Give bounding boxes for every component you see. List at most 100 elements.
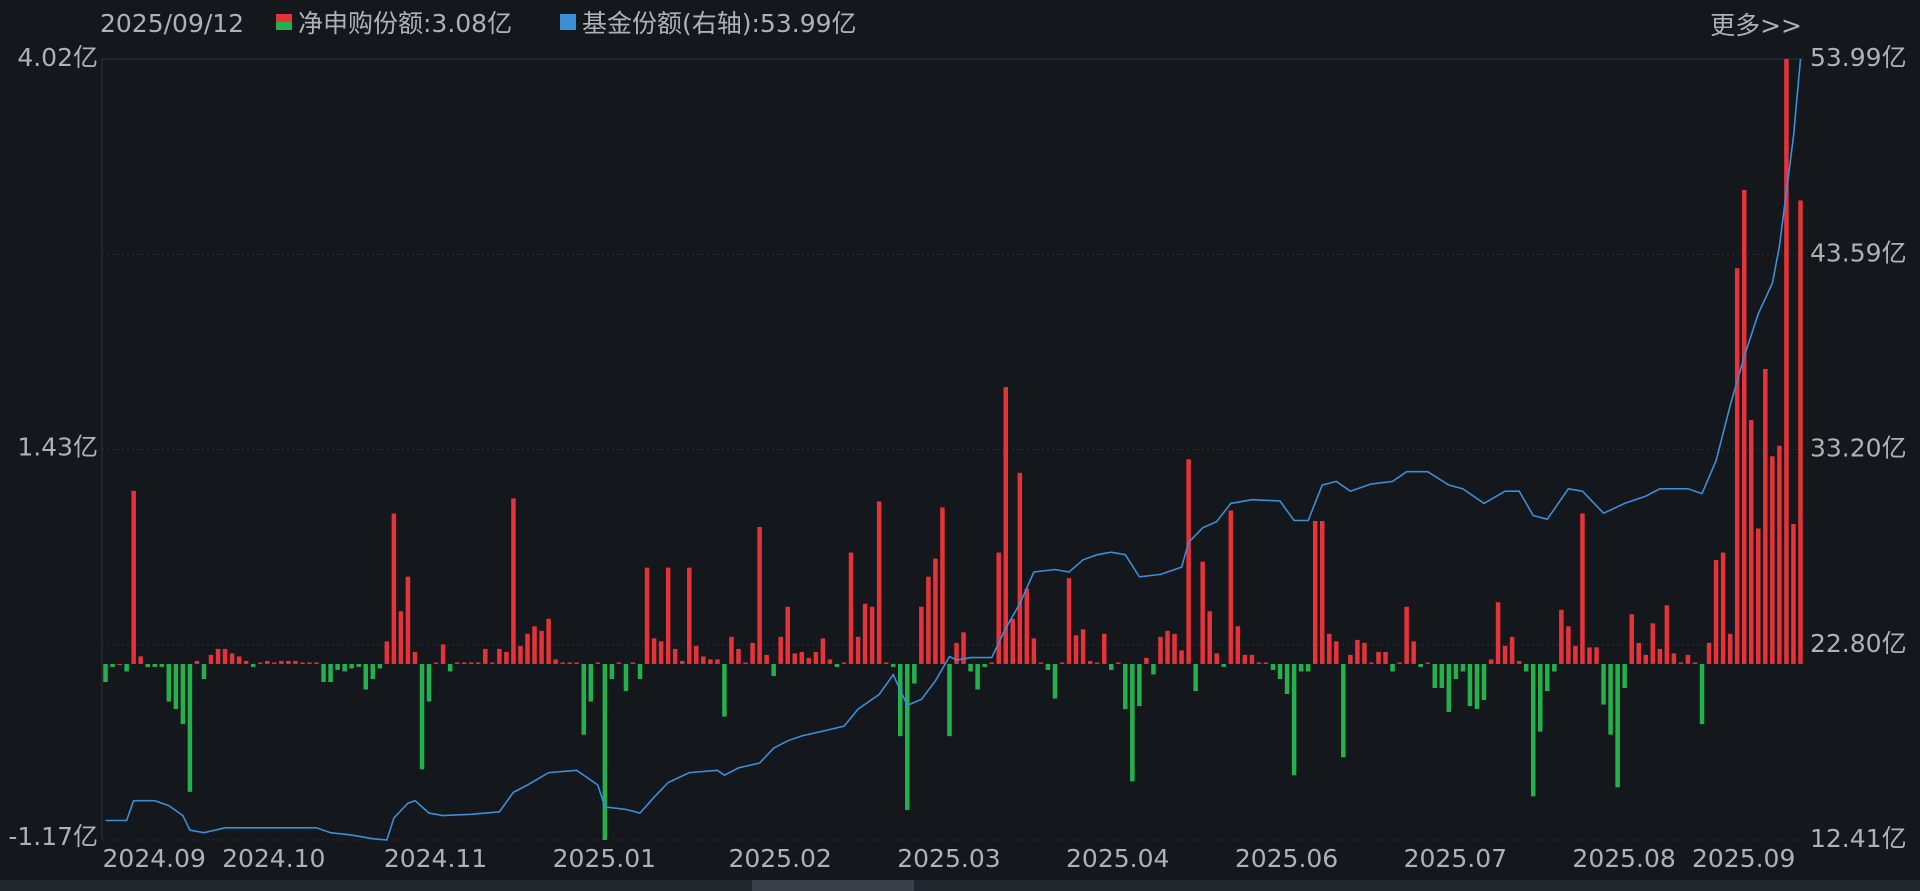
y2-tick-label: 12.41亿 xyxy=(1810,824,1907,853)
bar xyxy=(124,663,129,672)
bar xyxy=(1488,659,1494,664)
bar xyxy=(1165,630,1170,664)
bar xyxy=(1509,636,1515,664)
bar xyxy=(581,663,587,735)
bar xyxy=(616,662,622,664)
bar xyxy=(778,636,783,664)
bar xyxy=(187,663,193,792)
bar xyxy=(321,663,326,682)
bar xyxy=(1094,662,1100,664)
bar xyxy=(848,552,854,664)
x-tick-label: 2025.06 xyxy=(1235,844,1338,873)
bar xyxy=(1657,648,1663,664)
bar xyxy=(1242,654,1248,664)
bar xyxy=(1692,662,1698,664)
bar xyxy=(1404,606,1409,664)
bar xyxy=(679,660,685,664)
bar xyxy=(1664,605,1670,664)
bar xyxy=(1601,663,1606,705)
bar xyxy=(701,656,706,664)
bar xyxy=(1327,633,1332,664)
bar xyxy=(1179,650,1184,664)
bar xyxy=(1741,189,1747,664)
bar xyxy=(961,632,966,664)
bar xyxy=(159,663,165,667)
bar xyxy=(1749,420,1754,664)
bar xyxy=(595,662,601,664)
bar xyxy=(1334,641,1339,664)
bar xyxy=(1530,663,1536,797)
bar xyxy=(391,513,397,664)
bar xyxy=(1144,657,1149,664)
legend-icon-up xyxy=(276,14,292,22)
bar xyxy=(131,490,136,664)
bar xyxy=(1376,651,1381,664)
bar xyxy=(1636,642,1641,664)
bar xyxy=(1087,660,1093,664)
bar xyxy=(342,663,347,672)
bar xyxy=(257,662,263,664)
bar xyxy=(1263,662,1269,664)
bar xyxy=(236,656,242,664)
bar xyxy=(145,663,150,667)
bar xyxy=(476,662,481,664)
bar xyxy=(1580,513,1585,664)
x-tick-label: 2025.07 xyxy=(1404,844,1507,873)
more-link[interactable]: 更多>> xyxy=(1710,11,1802,40)
bar xyxy=(1228,510,1234,664)
bar xyxy=(363,663,368,690)
tab-strip xyxy=(0,880,1920,891)
bar xyxy=(272,662,277,664)
bar xyxy=(546,618,551,664)
bar xyxy=(862,603,868,664)
bar xyxy=(426,663,432,702)
bar xyxy=(1249,654,1255,664)
bar xyxy=(504,651,509,664)
bar xyxy=(1235,626,1241,664)
bar xyxy=(1052,663,1058,699)
bar xyxy=(328,663,333,682)
bar xyxy=(1186,459,1191,664)
date-label: 2025/09/12 xyxy=(100,9,244,38)
bar xyxy=(286,660,291,664)
y2-tick-label: 43.59亿 xyxy=(1810,238,1907,267)
bar xyxy=(1411,641,1416,664)
bar xyxy=(1291,663,1297,776)
bar xyxy=(694,645,699,664)
bar xyxy=(1713,560,1719,664)
bar xyxy=(1608,663,1613,735)
bar xyxy=(553,659,558,664)
bar xyxy=(637,663,643,679)
bar xyxy=(912,663,917,684)
bar xyxy=(229,653,235,664)
y-tick-label: 1.43亿 xyxy=(17,433,98,462)
bar xyxy=(665,567,671,664)
bar xyxy=(117,663,122,665)
bar xyxy=(729,636,734,664)
legend-label: 净申购份额:3.08亿 xyxy=(298,9,512,38)
bar xyxy=(194,660,200,664)
bar xyxy=(1348,654,1353,664)
bar xyxy=(454,662,460,664)
bar xyxy=(1207,611,1212,664)
bar xyxy=(820,638,826,664)
bar xyxy=(356,663,361,667)
x-tick-label: 2024.09 xyxy=(103,844,206,873)
bar xyxy=(933,558,938,664)
legend-label: 基金份额(右轴):53.99亿 xyxy=(582,9,857,38)
bar xyxy=(215,648,221,664)
bar xyxy=(1017,472,1023,664)
bar xyxy=(1256,662,1262,664)
bar xyxy=(243,660,249,664)
bar xyxy=(1214,653,1219,664)
bar xyxy=(490,662,495,664)
bar xyxy=(293,660,298,664)
bar xyxy=(265,660,270,664)
bar xyxy=(1770,456,1775,664)
bar xyxy=(574,662,579,664)
x-tick-label: 2025.02 xyxy=(728,844,831,873)
bottom-tabs xyxy=(0,880,1920,891)
bar xyxy=(1481,663,1487,701)
bar xyxy=(1383,651,1388,664)
x-tick-label: 2024.10 xyxy=(222,844,325,873)
